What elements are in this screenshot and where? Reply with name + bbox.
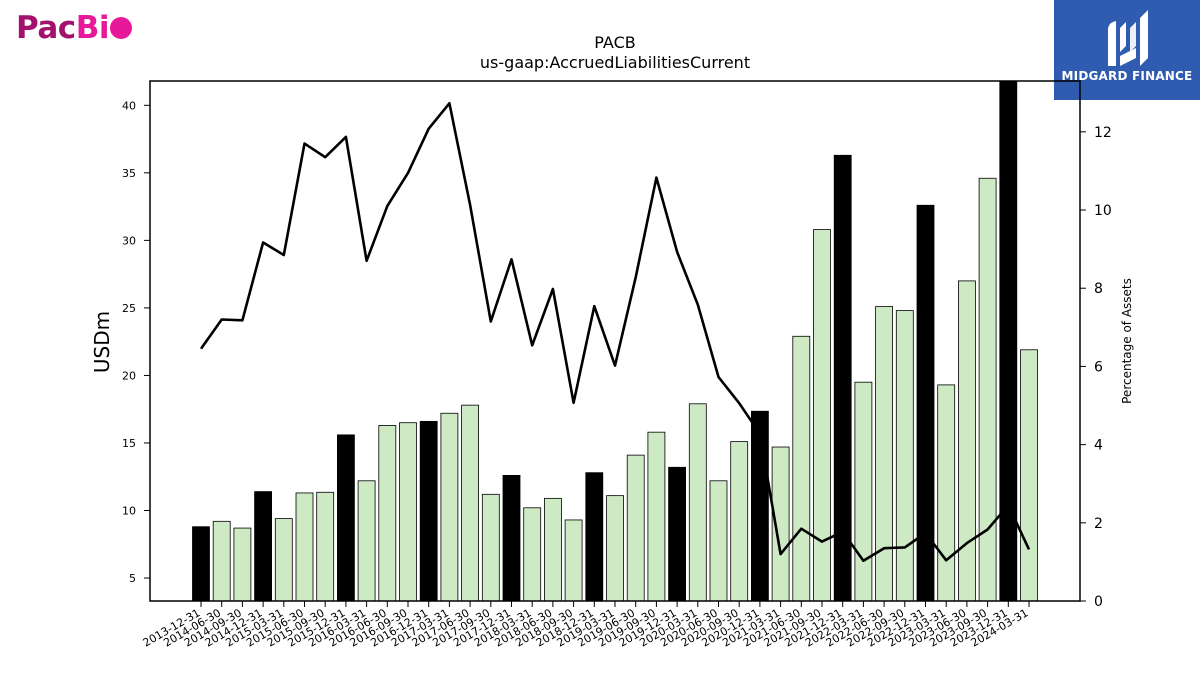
y-axis-label: USDm (90, 311, 114, 373)
bar (792, 335, 811, 602)
bar (461, 404, 480, 602)
bar (937, 384, 956, 602)
y2-axis-label: Percentage of Assets (1120, 278, 1134, 404)
publisher-name: MIDGARD FINANCE (1061, 69, 1193, 83)
bar (254, 491, 273, 602)
bar (481, 493, 500, 602)
bar (295, 492, 314, 602)
bar (336, 434, 355, 602)
bar (1020, 349, 1038, 602)
pacbio-logo: PacBi (16, 8, 132, 48)
y2-tick-label: 8 (1094, 281, 1103, 297)
midgard-finance-logo: MIDGARD FINANCE (1054, 0, 1200, 100)
y2-tick-label: 4 (1094, 438, 1103, 454)
y-tick-label: 35 (122, 167, 136, 180)
bar (606, 495, 624, 602)
bar (730, 441, 749, 602)
bar (544, 497, 562, 602)
y2-tick-label: 0 (1094, 594, 1103, 610)
bar (813, 229, 831, 602)
bar (999, 80, 1018, 602)
y-tick-label: 40 (122, 99, 136, 112)
bar (626, 454, 645, 602)
bar (502, 474, 521, 602)
bar (399, 422, 417, 602)
bar (895, 310, 914, 602)
y2-tick-label: 10 (1094, 203, 1112, 219)
bar (585, 472, 604, 602)
bar (440, 412, 459, 602)
chart-title: PACB (594, 33, 635, 52)
bar (233, 527, 252, 602)
bar (709, 480, 728, 602)
bar (958, 280, 976, 602)
bar (564, 519, 583, 602)
bar (212, 520, 231, 602)
y-tick-label: 15 (122, 437, 136, 450)
chart-subtitle: us-gaap:AccruedLiabilitiesCurrent (480, 53, 750, 72)
y-tick-label: 25 (122, 302, 136, 315)
bar (688, 403, 707, 602)
bar (274, 518, 293, 602)
bar (419, 420, 438, 602)
y-tick-label: 5 (129, 572, 136, 585)
bar (357, 480, 376, 602)
bar (523, 507, 542, 602)
y-tick-label: 10 (122, 505, 136, 518)
y-tick-label: 30 (122, 234, 136, 247)
y-tick-label: 20 (122, 369, 136, 382)
bar (316, 491, 335, 602)
series-line (199, 102, 1031, 563)
y2-tick-label: 12 (1094, 125, 1112, 141)
plot-frame (149, 80, 1081, 602)
y2-tick-label: 2 (1094, 516, 1103, 532)
midgard-mark-icon (1108, 10, 1148, 66)
bar (378, 425, 397, 602)
bar (854, 381, 873, 602)
bar (192, 526, 210, 602)
y2-tick-label: 6 (1094, 359, 1103, 375)
bar (647, 431, 666, 602)
bar (875, 306, 893, 602)
bar (668, 466, 686, 602)
bar (978, 177, 997, 602)
